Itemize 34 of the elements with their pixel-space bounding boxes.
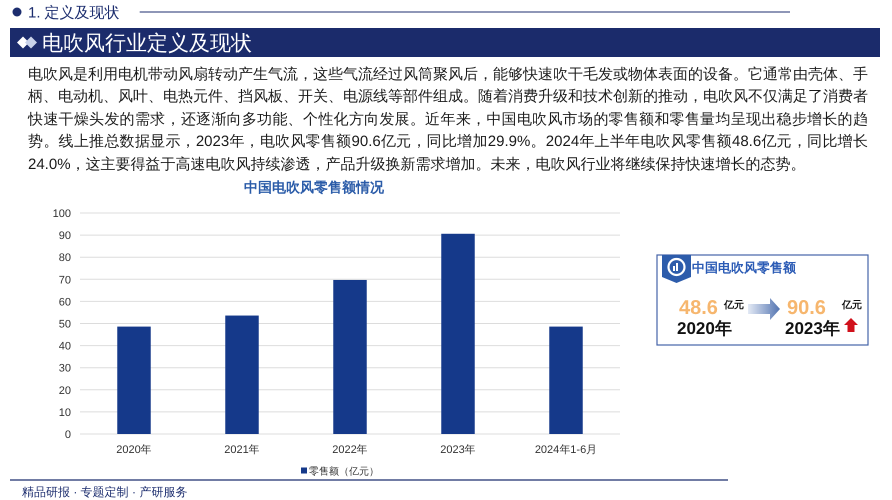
text: 亿元	[842, 300, 862, 311]
y-tick-label: 90	[58, 230, 71, 242]
y-tick-label: 0	[64, 429, 71, 441]
chart-title: 中国电吹风零售额情况	[244, 179, 385, 195]
category-label: 2020年	[677, 319, 732, 338]
y-tick-label: 30	[58, 362, 71, 375]
text: 电吹风是利用电机带动风扇转动产生气流，这些气流经过风筒聚风后，能够快速吹干毛发或物体表面的设备。它通常由壳体、手柄、电动机、风叶、电热元件、挡风板、开关、电源线等部件组成。随着消费升级和技术创新的推动，电吹风不仅满足了消费者快速干燥头发的需求，还逐渐向多功能、个性化方向发展。近年来，中国电吹风市场的零售额和零售量均呈现出稳步增长的趋势。线上推总数据显示，2023年，电吹风零售额90.6亿元，同比增加29.9%。2024年上半年电吹风零售额48.6亿元，同比增长24.0%，这主要得益于高速电吹风持续渗透，产品升级换新需求增加。未来，电吹风行业将继续保持快速增长的态势。	[28, 65, 868, 175]
text: 精品研报 · 专题定制 · 产研服务	[22, 485, 188, 499]
y-tick-label: 70	[58, 274, 71, 286]
data-label: 48.6	[679, 297, 718, 319]
x-tick-label: 2021年	[224, 444, 260, 456]
y-tick-label: 60	[58, 296, 71, 308]
y-tick-label: 50	[58, 318, 71, 330]
text: 1. 定义及现状	[28, 4, 120, 22]
bar	[441, 234, 475, 434]
text: 中国电吹风零售额	[692, 260, 797, 275]
bar	[333, 280, 367, 434]
x-tick-label: 2024年1-6月	[534, 444, 598, 456]
legend-label: 零售额（亿元）	[309, 466, 379, 478]
y-tick-label: 40	[58, 340, 71, 353]
x-tick-label: 2020年	[116, 444, 152, 456]
x-tick-label: 2022年	[332, 444, 368, 456]
text: 亿元	[722, 299, 744, 311]
y-tick-label: 20	[58, 384, 71, 397]
x-tick-label: 2023年	[440, 444, 476, 456]
text: 电吹风行业定义及现状	[42, 32, 252, 55]
data-label: 90.6	[787, 297, 826, 319]
y-tick-label: 10	[58, 406, 71, 419]
bar	[117, 326, 151, 434]
bar	[225, 316, 259, 434]
y-tick-label: 100	[52, 208, 71, 220]
y-tick-label: 80	[58, 252, 71, 264]
category-label: 2023年	[785, 319, 840, 338]
bar	[549, 326, 583, 434]
